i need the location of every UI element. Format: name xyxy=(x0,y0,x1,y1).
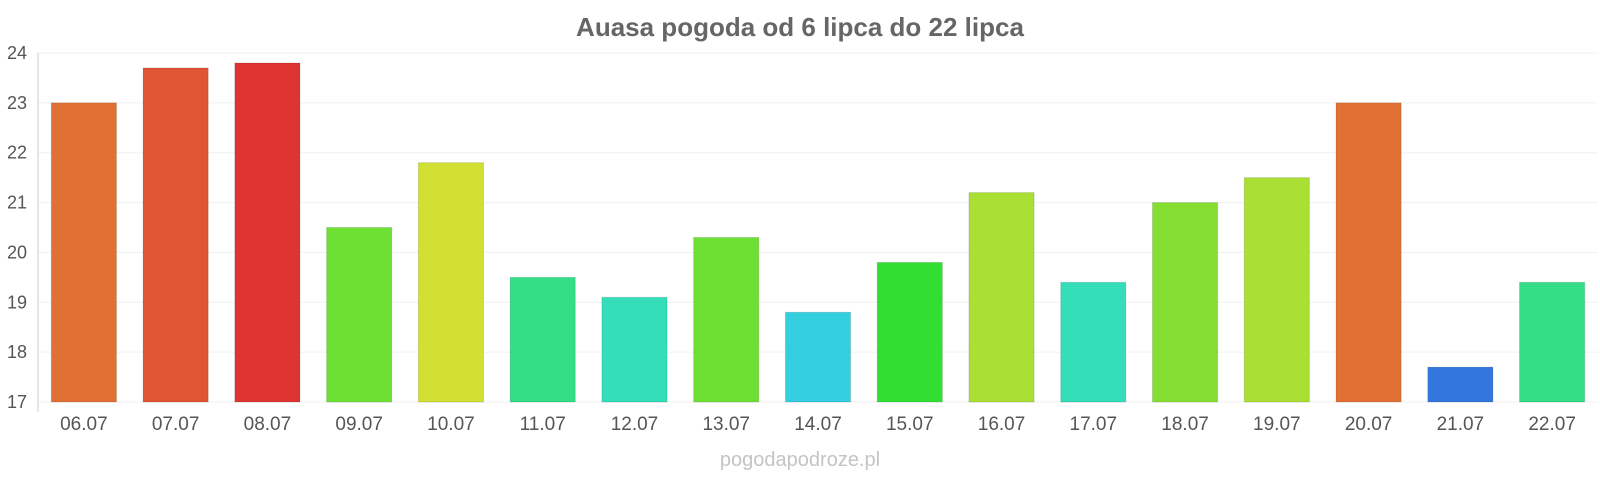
y-tick-label: 17 xyxy=(7,392,27,412)
x-tick-label: 07.07 xyxy=(152,414,200,435)
x-tick-label: 12.07 xyxy=(611,414,659,435)
y-tick-label: 18 xyxy=(7,342,27,362)
bar-21.07 xyxy=(1427,366,1494,403)
bar-12.07 xyxy=(601,296,668,403)
bar-17.07 xyxy=(1060,281,1127,403)
y-tick-label: 20 xyxy=(7,242,27,262)
bar-22.07 xyxy=(1519,281,1586,403)
bar-08.07 xyxy=(234,62,301,403)
x-tick-label: 15.07 xyxy=(886,414,934,435)
x-tick-label: 20.07 xyxy=(1345,414,1393,435)
bar-20.07 xyxy=(1335,102,1402,403)
bar-16.07 xyxy=(968,192,1035,403)
y-tick-label: 24 xyxy=(7,43,27,63)
x-tick-label: 18.07 xyxy=(1161,414,1209,435)
x-tick-label: 06.07 xyxy=(60,414,108,435)
bar-18.07 xyxy=(1151,202,1219,403)
bar-06.07 xyxy=(50,102,117,403)
bars xyxy=(50,62,1586,403)
y-tick-label: 19 xyxy=(7,292,27,312)
bar-14.07 xyxy=(784,311,852,403)
x-tick-label: 08.07 xyxy=(244,414,292,435)
x-tick-label: 13.07 xyxy=(702,414,750,435)
x-tick-label: 16.07 xyxy=(978,414,1026,435)
x-tick-label: 09.07 xyxy=(335,414,383,435)
x-tick-label: 10.07 xyxy=(427,414,475,435)
y-tick-label: 23 xyxy=(7,93,27,113)
y-axis-ticks: 17 18 19 20 21 22 23 24 xyxy=(7,43,27,412)
y-tick-label: 21 xyxy=(7,193,27,213)
bar-10.07 xyxy=(417,162,485,403)
watermark: pogodapodroze.pl xyxy=(720,449,880,471)
bar-19.07 xyxy=(1243,177,1310,403)
bar-11.07 xyxy=(509,276,576,403)
x-tick-label: 11.07 xyxy=(520,414,566,435)
x-axis-ticks: 06.07 07.07 08.07 09.07 10.07 11.07 12.07 13.07… xyxy=(60,414,1576,435)
x-tick-label: 22.07 xyxy=(1528,414,1576,435)
bar-09.07 xyxy=(326,227,393,403)
bar-07.07 xyxy=(142,67,209,403)
x-tick-label: 14.07 xyxy=(794,414,842,435)
x-tick-label: 17.07 xyxy=(1070,414,1118,435)
bar-15.07 xyxy=(876,261,943,403)
y-tick-label: 22 xyxy=(7,143,27,163)
x-tick-label: 21.07 xyxy=(1437,414,1485,435)
chart-title: Auasa pogoda od 6 lipca do 22 lipca xyxy=(576,12,1024,42)
x-tick-label: 19.07 xyxy=(1253,414,1301,435)
bar-13.07 xyxy=(693,236,760,403)
